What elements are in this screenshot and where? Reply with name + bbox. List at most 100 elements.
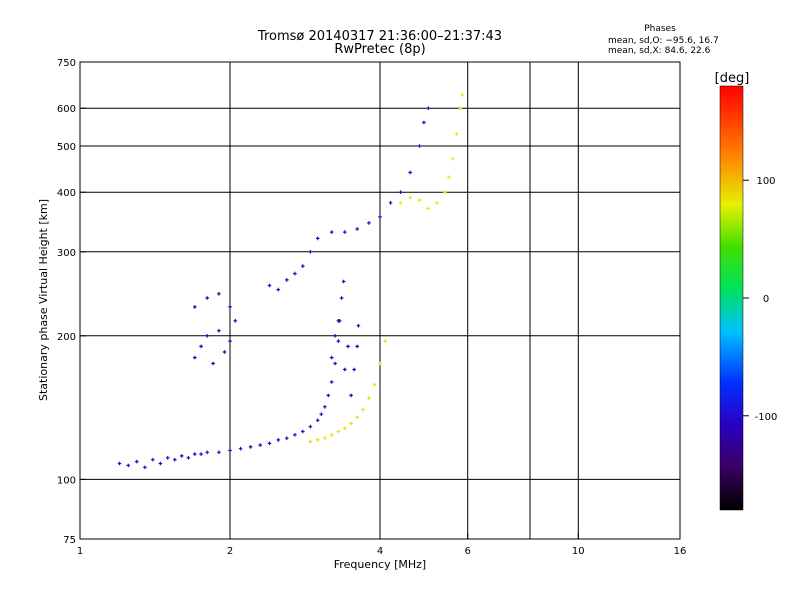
echo-point bbox=[143, 465, 147, 470]
echo-point bbox=[333, 361, 337, 366]
echo-point bbox=[339, 296, 344, 300]
grid-lines bbox=[80, 62, 680, 539]
echo-point bbox=[378, 361, 382, 366]
y-tick-label: 75 bbox=[63, 535, 76, 546]
echo-points bbox=[117, 93, 465, 470]
echo-point bbox=[349, 393, 353, 398]
x-axis: 1 2 4 6 10 16 bbox=[77, 533, 687, 557]
echo-point bbox=[293, 433, 297, 437]
echo-point bbox=[233, 319, 238, 323]
echo-point bbox=[301, 429, 305, 434]
echo-point bbox=[205, 296, 209, 300]
echo-point bbox=[301, 264, 305, 268]
y-tick-label: 500 bbox=[57, 142, 76, 153]
stats-x-mode: mean, sd,X: 84.6, 22.6 bbox=[608, 46, 711, 56]
echo-point bbox=[222, 350, 227, 354]
x-tick-label: 10 bbox=[572, 546, 585, 557]
echo-point bbox=[336, 429, 341, 434]
echo-point bbox=[329, 380, 334, 384]
echo-point bbox=[315, 438, 320, 442]
echo-point bbox=[217, 328, 221, 333]
echo-point bbox=[372, 382, 377, 387]
x-tick-label: 4 bbox=[377, 546, 383, 557]
colorbar-label: [deg] bbox=[715, 71, 750, 86]
echo-point bbox=[117, 461, 122, 466]
echo-point bbox=[319, 412, 324, 416]
echo-point bbox=[422, 120, 426, 125]
chart-subtitle: RwPretec (8p) bbox=[334, 42, 425, 57]
echo-point bbox=[228, 448, 232, 453]
echo-point bbox=[329, 433, 334, 437]
echo-point bbox=[451, 157, 455, 161]
stats-heading: Phases bbox=[644, 24, 676, 34]
echo-point bbox=[258, 443, 262, 447]
echo-point bbox=[158, 461, 163, 466]
echo-point bbox=[443, 190, 447, 194]
y-tick-label: 600 bbox=[57, 104, 76, 115]
x-tick-label: 6 bbox=[465, 546, 471, 557]
echo-point bbox=[211, 361, 215, 366]
echo-point bbox=[367, 396, 371, 400]
echo-point bbox=[408, 195, 412, 200]
colorbar-tick-label: 100 bbox=[756, 176, 775, 187]
echo-point bbox=[228, 339, 232, 343]
echo-point bbox=[308, 424, 313, 429]
colorbar bbox=[719, 85, 744, 511]
echo-point bbox=[408, 170, 412, 175]
echo-point bbox=[343, 367, 347, 372]
x-tick-label: 16 bbox=[674, 546, 687, 557]
echo-point bbox=[285, 278, 289, 282]
echo-point bbox=[458, 106, 463, 110]
echo-point bbox=[398, 190, 403, 194]
echo-point bbox=[383, 339, 388, 343]
echo-point bbox=[378, 215, 382, 219]
echo-point bbox=[165, 456, 170, 460]
echo-point bbox=[326, 393, 331, 398]
echo-point bbox=[193, 305, 197, 309]
echo-point bbox=[205, 334, 209, 338]
echo-point bbox=[205, 450, 209, 455]
echo-point bbox=[151, 457, 155, 462]
echo-point bbox=[267, 283, 272, 288]
echo-point bbox=[333, 334, 337, 338]
echo-point bbox=[329, 230, 334, 234]
echo-point bbox=[341, 279, 346, 284]
y-axis: 75 100 200 300 400 500 600 750 bbox=[57, 58, 86, 546]
echo-point bbox=[367, 221, 371, 225]
echo-point bbox=[217, 292, 221, 296]
echo-point bbox=[349, 421, 353, 426]
echo-point bbox=[454, 132, 459, 136]
echo-point bbox=[179, 454, 184, 458]
echo-point bbox=[355, 415, 359, 419]
colorbar-ticks: 100 0 -100 bbox=[743, 176, 777, 423]
echo-point bbox=[308, 439, 313, 444]
echo-point bbox=[135, 459, 139, 464]
echo-point bbox=[199, 452, 203, 456]
echo-point bbox=[355, 227, 359, 231]
echo-point bbox=[193, 452, 197, 456]
echo-point bbox=[361, 407, 365, 412]
echo-point bbox=[346, 344, 350, 349]
echo-point bbox=[173, 457, 177, 462]
echo-point bbox=[352, 367, 356, 372]
echo-point bbox=[217, 450, 221, 455]
y-tick-label: 750 bbox=[57, 58, 76, 69]
echo-point bbox=[308, 250, 313, 254]
echo-point bbox=[336, 319, 341, 323]
echo-point bbox=[323, 405, 327, 409]
echo-point bbox=[417, 144, 422, 148]
echo-point bbox=[293, 271, 297, 276]
echo-point bbox=[193, 355, 197, 360]
echo-point bbox=[426, 106, 431, 110]
echo-point bbox=[186, 456, 191, 460]
echo-point bbox=[460, 93, 465, 97]
echo-point bbox=[447, 175, 451, 179]
echo-point bbox=[276, 287, 281, 292]
echo-point bbox=[388, 201, 393, 205]
y-tick-label: 300 bbox=[57, 248, 76, 259]
echo-point bbox=[126, 463, 131, 468]
echo-point bbox=[426, 206, 431, 211]
echo-point bbox=[315, 236, 320, 241]
x-axis-label: Frequency [MHz] bbox=[334, 558, 426, 571]
y-axis-label: Stationary phase Virtual Height [km] bbox=[37, 199, 50, 401]
